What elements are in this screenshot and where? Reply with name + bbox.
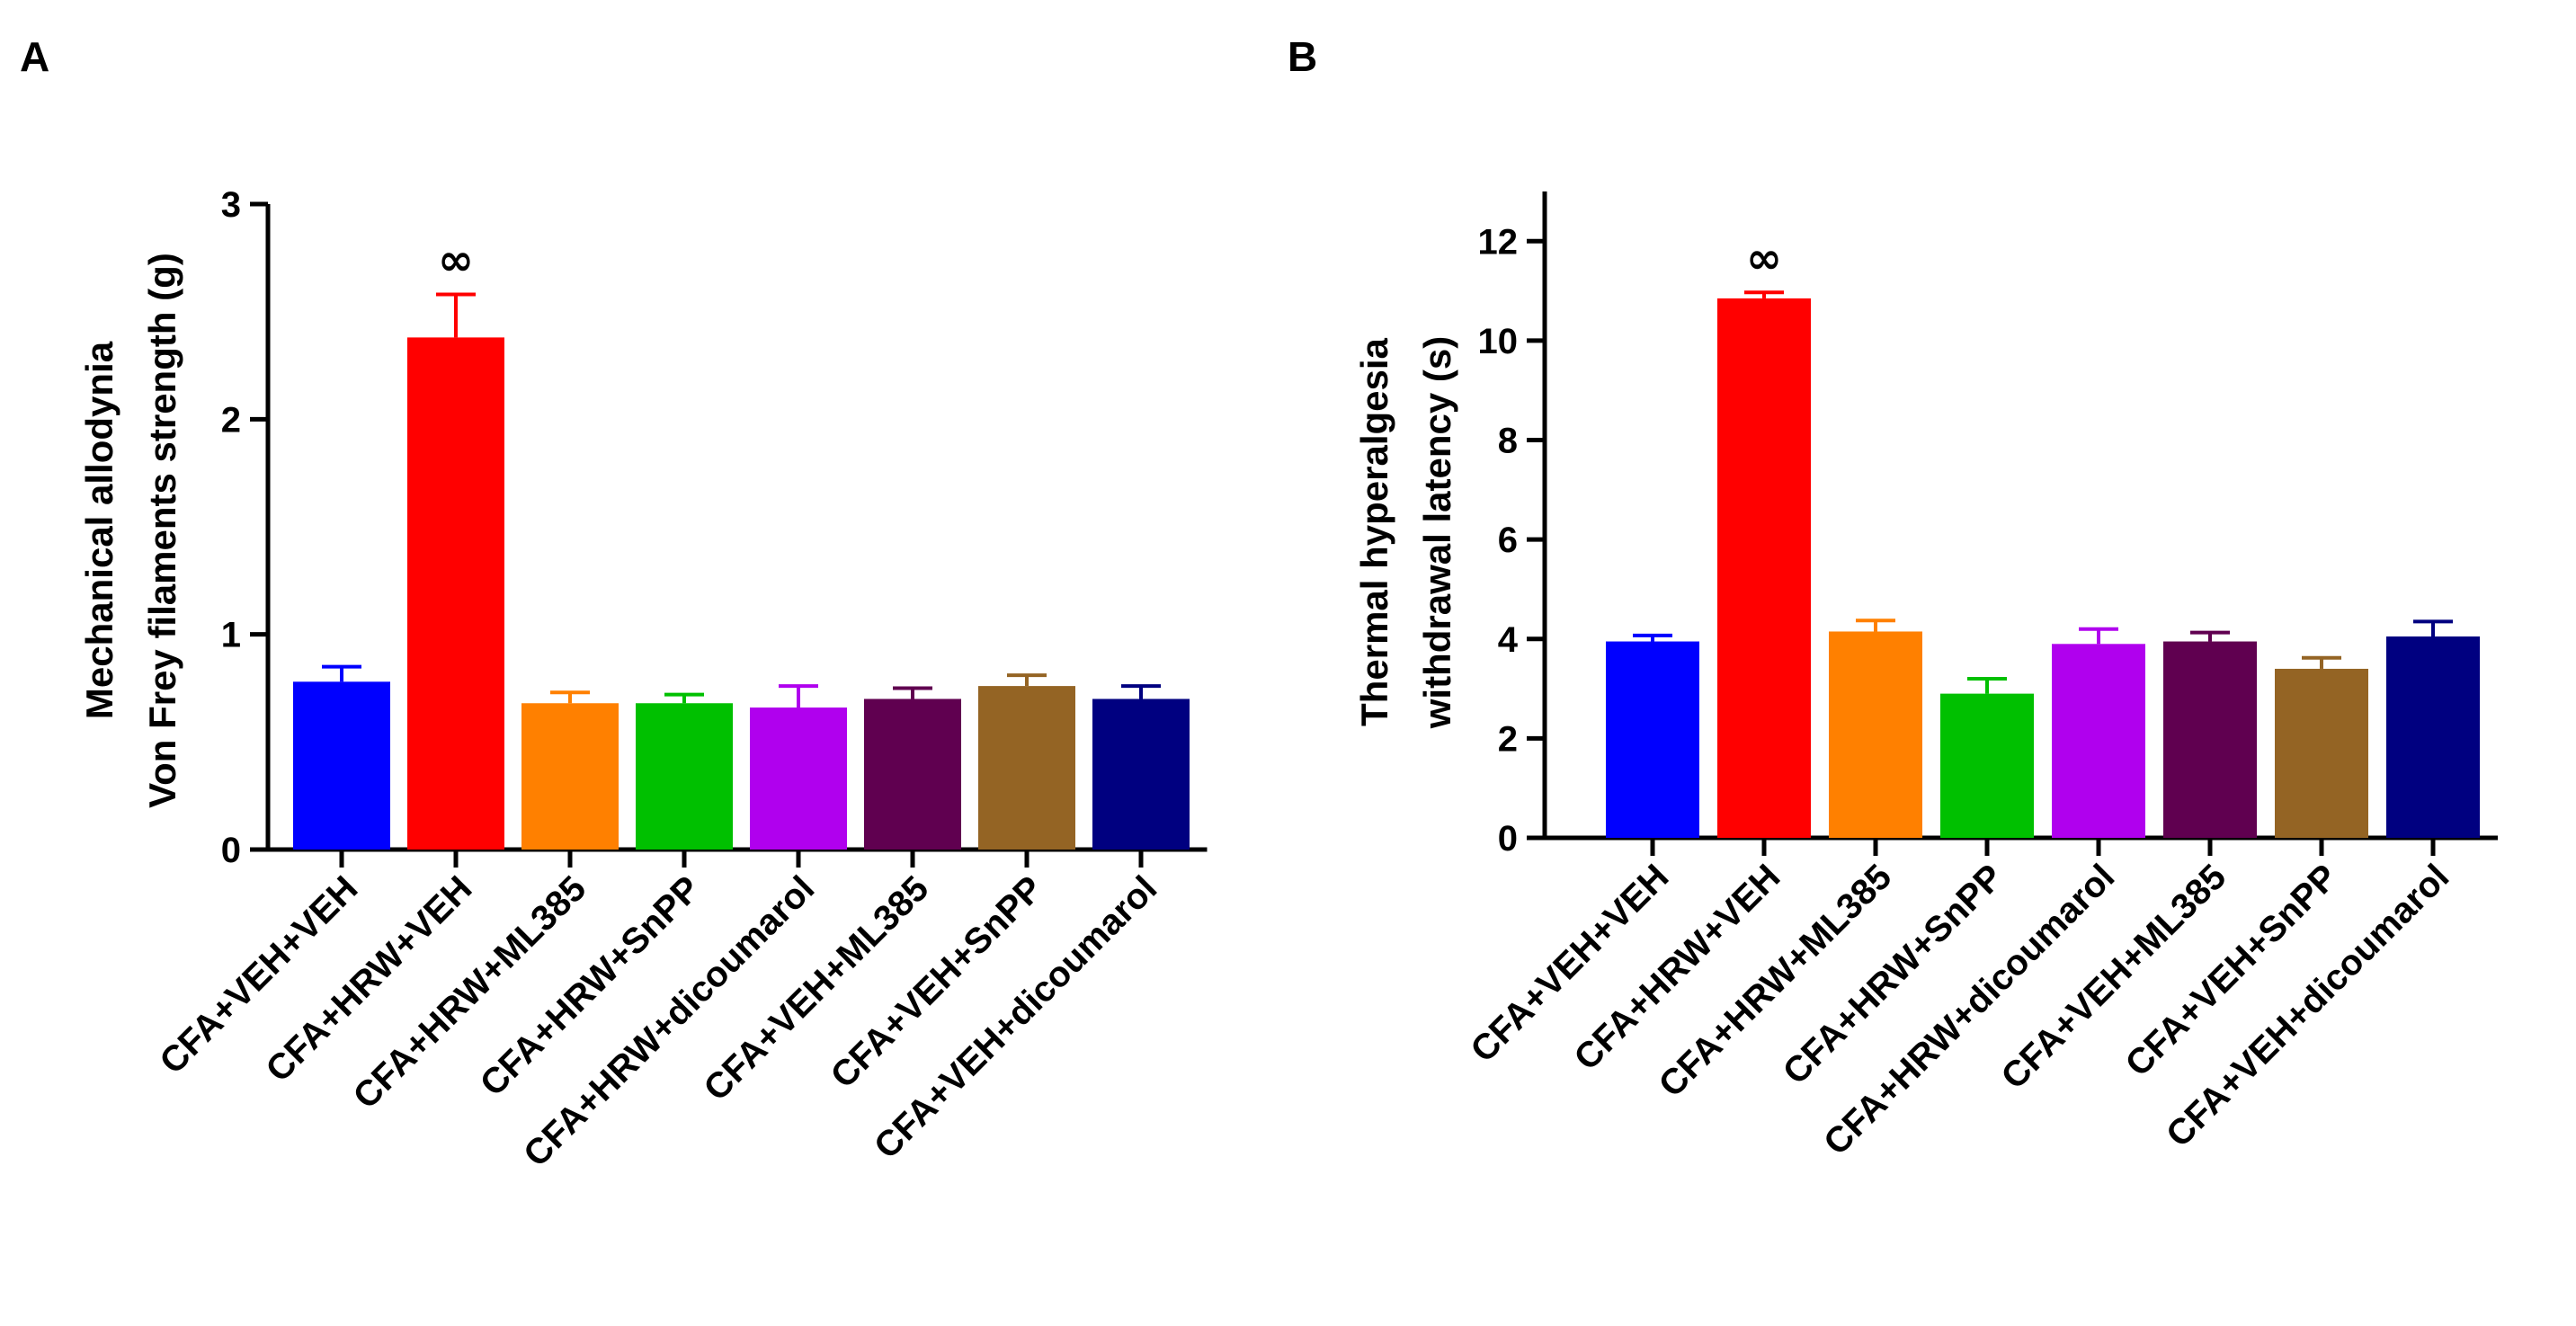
category-label-b-1: CFA+HRW+VEH xyxy=(1566,857,1787,1078)
category-label-a-6: CFA+VEH+SnPP xyxy=(824,868,1051,1096)
y-tick-label-b-10: 10 xyxy=(1478,322,1519,361)
category-label-a-5: CFA+VEH+ML385 xyxy=(696,868,936,1108)
bar-b-1 xyxy=(1717,298,1811,839)
category-label-a-0: CFA+VEH+VEH xyxy=(152,868,365,1081)
bar-a-1 xyxy=(407,337,504,850)
category-label-a-3: CFA+HRW+SnPP xyxy=(473,868,709,1104)
bar-a-5 xyxy=(864,699,961,850)
bar-b-7 xyxy=(2386,636,2480,838)
y-tick-label-a-2: 2 xyxy=(221,400,241,440)
y-tick-label-a-1: 1 xyxy=(221,616,241,655)
significance-annotation-b-0: ∞ xyxy=(1746,233,1782,283)
bar-a-6 xyxy=(978,686,1075,850)
y-axis-label-a-line2: Von Frey filaments strength (g) xyxy=(141,253,183,808)
category-label-b-6: CFA+VEH+SnPP xyxy=(2118,857,2346,1084)
bar-a-0 xyxy=(293,681,390,850)
y-tick-label-a-3: 3 xyxy=(221,185,241,225)
bar-a-2 xyxy=(521,703,619,850)
bar-a-4 xyxy=(750,707,847,850)
y-tick-label-b-4: 4 xyxy=(1498,620,1519,660)
bar-a-7 xyxy=(1092,699,1190,850)
y-tick-label-b-2: 2 xyxy=(1498,719,1518,759)
bar-b-3 xyxy=(1940,693,2034,838)
panel-label-a: A xyxy=(20,33,50,80)
y-axis-label-b-line2: withdrawal latency (s) xyxy=(1416,336,1458,729)
y-tick-label-a-0: 0 xyxy=(221,831,241,870)
bar-b-6 xyxy=(2275,668,2368,838)
y-tick-label-b-6: 6 xyxy=(1498,521,1518,560)
bar-a-3 xyxy=(636,703,733,850)
panel-label-b: B xyxy=(1288,33,1318,80)
bar-b-4 xyxy=(2052,644,2145,838)
significance-annotation-a-0: ∞ xyxy=(438,236,474,286)
y-tick-label-b-12: 12 xyxy=(1478,222,1519,262)
y-axis-label-a-line1: Mechanical allodynia xyxy=(78,341,120,719)
y-axis-label-b-line1: Thermal hyperalgesia xyxy=(1353,337,1395,725)
bar-b-0 xyxy=(1606,641,1699,838)
y-tick-label-b-8: 8 xyxy=(1498,422,1518,461)
bar-b-5 xyxy=(2163,641,2257,838)
category-label-b-0: CFA+VEH+VEH xyxy=(1463,857,1676,1070)
bar-b-2 xyxy=(1829,631,1922,838)
category-label-a-1: CFA+HRW+VEH xyxy=(258,868,479,1090)
y-tick-label-b-0: 0 xyxy=(1498,819,1518,859)
